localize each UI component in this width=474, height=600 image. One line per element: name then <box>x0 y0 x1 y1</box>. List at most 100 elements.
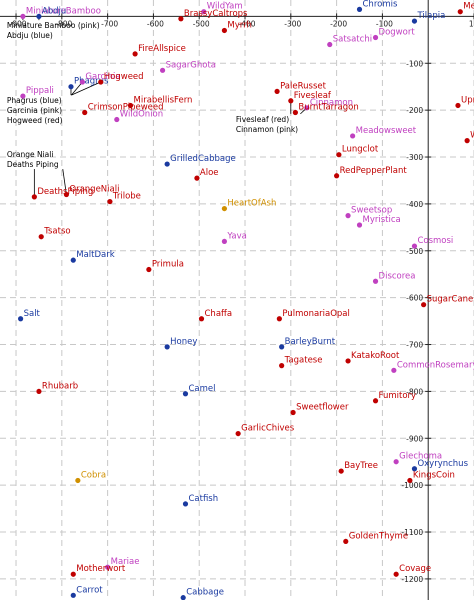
x-tick-label: -500 <box>193 19 210 28</box>
point-label-grilledcabbage: GrilledCabbage <box>170 154 236 164</box>
point-label-kingscoin: KingsCoin <box>413 470 455 480</box>
point-label-deathspiping: DeathsPiping <box>37 187 93 197</box>
point-garcinia <box>79 79 86 85</box>
annotation-line: Deaths Piping <box>7 160 59 169</box>
point-label-whitepepper: WhitePepper <box>470 131 474 141</box>
y-tick-label: -100 <box>406 59 423 68</box>
annotation-leader <box>71 81 83 96</box>
point-sweetsop <box>345 213 351 219</box>
point-satsatchi <box>327 41 333 48</box>
point-label-palerusset: PaleRusset <box>280 81 327 91</box>
point-rhubarb <box>36 388 42 395</box>
point-tsatso <box>38 234 44 240</box>
point-fivesleaf <box>288 98 294 104</box>
point-primula <box>146 266 152 273</box>
point-medi <box>457 9 463 15</box>
point-tagatese <box>279 363 285 369</box>
y-tick-label: -1000 <box>401 481 423 490</box>
point-label-motherwort: Motherwort <box>76 564 126 574</box>
point-uprightochre <box>455 102 461 109</box>
point-label-honey: Honey <box>170 337 197 347</box>
point-motherwort <box>70 571 76 577</box>
point-label-rhubarb: Rhubarb <box>42 381 78 391</box>
point-label-pulmonariaopal: PulmonariaOpal <box>282 309 350 319</box>
annotation-line: Fivesleaf (red) <box>236 115 289 124</box>
point-glechoma <box>393 459 399 465</box>
point-carrot <box>70 592 76 598</box>
point-label-salt: Salt <box>24 309 41 319</box>
point-label-trilobe: Trilobe <box>112 192 141 202</box>
point-aloe <box>194 175 200 181</box>
point-label-garlicchives: GarlicChives <box>241 424 295 434</box>
point-sweetflower <box>290 409 296 416</box>
point-label-carrot: Carrot <box>76 585 103 595</box>
point-lungclot <box>336 152 342 158</box>
point-label-tilapia: Tilapia <box>416 11 445 21</box>
point-label-myristica: Myristica <box>363 215 401 225</box>
point-garlicchives <box>235 430 241 437</box>
point-crimsonpipeweed <box>82 109 88 116</box>
x-tick-label: -900 <box>10 19 27 28</box>
x-tick-label: -700 <box>101 19 118 28</box>
y-tick-label: -700 <box>406 341 423 350</box>
point-label-satsatchi: Satsatchi <box>333 35 372 45</box>
point-phagrus <box>68 84 74 90</box>
point-burnttarragon <box>292 109 298 116</box>
point-heartofash <box>221 205 228 212</box>
point-mirabellisfern <box>127 102 134 109</box>
point-salt <box>18 316 24 322</box>
x-tick-label: -400 <box>238 19 255 28</box>
point-label-garcinia: Garcinia <box>85 72 120 82</box>
point-cinnamon <box>304 105 310 111</box>
point-abdju <box>36 13 42 20</box>
point-label-medi: Medi <box>463 2 474 12</box>
point-myristica <box>356 222 363 228</box>
annotation-line: Phagrus (blue) <box>7 96 62 105</box>
point-label-sugarcane: SugarCane <box>427 295 474 305</box>
point-label-katakoroot: KatakoRoot <box>351 351 400 361</box>
point-label-baytree: BayTree <box>344 461 378 471</box>
point-dogwort <box>372 34 379 41</box>
point-label-cobra: Cobra <box>81 470 106 480</box>
annotation-line: Garcinia (pink) <box>7 106 62 115</box>
y-tick-label: -800 <box>406 387 423 396</box>
point-miniaturebamboo <box>20 13 26 20</box>
point-label-redpepperplant: RedPepperPlant <box>340 166 408 176</box>
point-label-camel: Camel <box>188 384 215 394</box>
point-cabbage <box>180 595 186 600</box>
point-meadowsweet <box>350 133 356 139</box>
point-label-sagarghota: SagarGhota <box>166 60 216 70</box>
annotation-line: Orange Niali <box>7 150 54 159</box>
point-grilledcabbage <box>164 161 170 167</box>
point-label-heartofash: HeartOfAsh <box>227 199 276 209</box>
point-mariae <box>105 564 111 570</box>
point-label-dogwort: Dogwort <box>379 28 416 38</box>
annotation-line: Hogweed (red) <box>7 116 63 125</box>
point-catfish <box>182 501 189 507</box>
point-label-tsatso: Tsatso <box>43 227 70 237</box>
annotation-leader <box>62 168 67 195</box>
point-label-maltdark: MaltDark <box>76 250 114 260</box>
point-label-fivesleaf: Fivesleaf <box>294 91 332 101</box>
y-tick-label: -400 <box>406 200 423 209</box>
point-tilapia <box>411 18 418 24</box>
point-label-wildyam: WildYam <box>207 2 243 12</box>
point-label-covage: Covage <box>399 564 431 574</box>
x-tick-label: -100 <box>376 19 393 28</box>
point-sugarcane <box>421 302 427 308</box>
point-orangeniali <box>63 191 70 198</box>
point-label-aloe: Aloe <box>200 168 219 178</box>
point-label-barleyburnt: BarleyBurnt <box>285 337 336 347</box>
y-tick-label: -900 <box>406 434 423 443</box>
point-katakoroot <box>345 358 351 364</box>
point-whitepepper <box>464 138 470 144</box>
point-label-chaffa: Chaffa <box>205 309 233 319</box>
point-label-wildonion: WildOnion <box>120 110 163 120</box>
annotation-line: Miniature Bamboo (pink) <box>7 21 100 30</box>
point-barleyburnt <box>279 344 285 350</box>
point-wildonion <box>114 116 120 123</box>
point-yava <box>221 238 228 245</box>
